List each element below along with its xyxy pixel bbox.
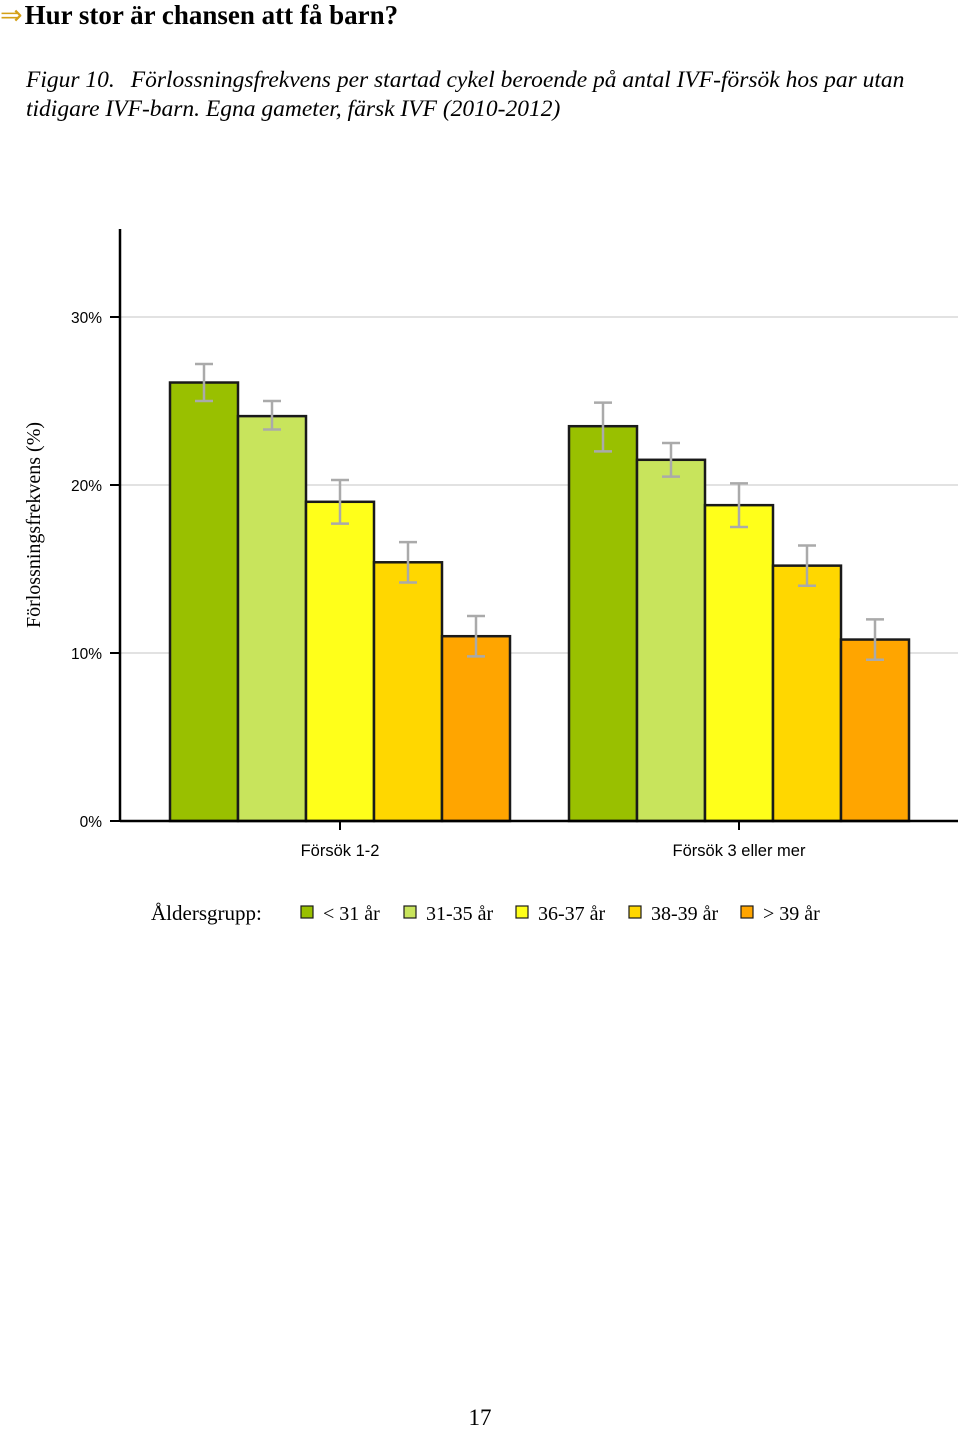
legend-label: 36-37 år bbox=[538, 903, 606, 925]
y-tick-label: 10% bbox=[71, 646, 102, 663]
bar-chart: 0% 10% 20% 30% Förlossningsfrekvens (%) Försö… bbox=[23, 229, 958, 925]
legend-swatch bbox=[628, 905, 642, 919]
bar bbox=[771, 564, 843, 823]
right-arrow-icon: ⇒ bbox=[0, 0, 23, 30]
y-axis-label: Förlossningsfrekvens (%) bbox=[23, 422, 45, 628]
bar bbox=[440, 634, 512, 823]
legend-label: < 31 år bbox=[323, 903, 380, 925]
legend-swatch bbox=[515, 905, 529, 919]
legend-swatch bbox=[403, 905, 417, 919]
legend-swatch bbox=[740, 905, 754, 919]
page-number: 17 bbox=[468, 1405, 492, 1430]
y-tick-label: 0% bbox=[80, 814, 103, 831]
y-tick-label: 30% bbox=[71, 310, 102, 327]
legend-label: 38-39 år bbox=[651, 903, 719, 925]
x-tick-label: Försök 3 eller mer bbox=[673, 842, 806, 860]
figure-caption: Figur 10. Förlossningsfrekvens per starta… bbox=[26, 66, 946, 124]
legend-swatch bbox=[300, 905, 314, 919]
legend-title: Åldersgrupp: bbox=[151, 901, 262, 925]
legend-label: 31-35 år bbox=[426, 903, 494, 925]
bar bbox=[839, 638, 911, 823]
x-tick-label: Försök 1-2 bbox=[301, 842, 380, 860]
bar bbox=[304, 500, 376, 823]
figure-label: Figur 10. bbox=[26, 67, 115, 93]
y-tick-label: 20% bbox=[71, 478, 102, 495]
section-heading-text: Hur stor är chansen att få barn? bbox=[24, 0, 399, 30]
bar bbox=[236, 414, 308, 823]
bar bbox=[567, 424, 639, 823]
bar bbox=[703, 503, 775, 823]
legend-label: > 39 år bbox=[763, 903, 820, 925]
bar bbox=[168, 381, 240, 823]
bar bbox=[372, 561, 444, 823]
bar bbox=[635, 458, 707, 823]
figure-caption-text: Förlossningsfrekvens per startad cykel b… bbox=[26, 67, 905, 122]
section-heading: ⇒Hur stor är chansen att få barn? bbox=[0, 0, 398, 30]
